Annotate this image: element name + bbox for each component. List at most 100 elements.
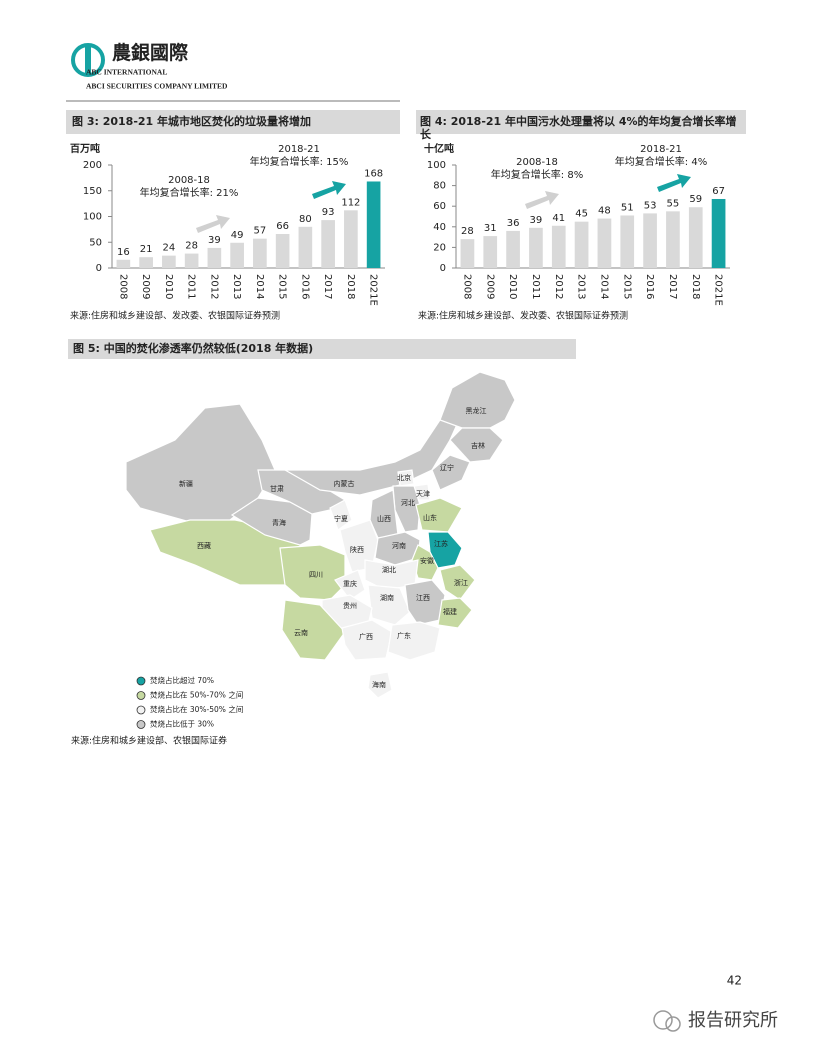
x-tick-label: 2012 xyxy=(208,274,219,299)
province-area xyxy=(329,499,353,531)
province-label: 广西 xyxy=(359,632,373,641)
bar xyxy=(688,207,703,268)
y-tick-label: 150 xyxy=(83,186,102,197)
y-tick-label: 0 xyxy=(96,263,102,274)
province-area xyxy=(439,371,516,429)
annotation: 年均复合增长率: 15% xyxy=(250,155,349,168)
province-area xyxy=(439,564,476,601)
bar xyxy=(666,211,680,268)
x-tick-label: 2018 xyxy=(690,274,701,299)
y-tick-label: 60 xyxy=(433,201,446,212)
province-label: 湖北 xyxy=(382,565,396,574)
value-label: 28 xyxy=(461,226,474,237)
value-label: 21 xyxy=(140,244,153,255)
legend-label: 焚烧占比超过 70% xyxy=(150,675,214,685)
province-label: 广东 xyxy=(397,631,411,640)
watermark-icon xyxy=(653,1010,673,1030)
figure-title-band xyxy=(66,110,400,134)
legend-swatch xyxy=(136,691,146,700)
trend-arrow xyxy=(312,181,346,199)
annotation: 2008-18 xyxy=(516,157,558,168)
x-tick-label: 2012 xyxy=(553,274,564,299)
value-label: 39 xyxy=(530,215,543,226)
province-label: 宁夏 xyxy=(334,514,348,523)
trend-arrow xyxy=(525,191,559,209)
x-tick-label: 2009 xyxy=(484,274,495,299)
annotation: 2008-18 xyxy=(168,175,210,186)
province-area xyxy=(397,469,415,487)
bar xyxy=(529,227,543,268)
province-label: 北京 xyxy=(397,473,411,482)
trend-arrow xyxy=(196,215,230,233)
province-area xyxy=(341,619,393,661)
figure-title-band xyxy=(68,339,576,359)
province-label: 吉林 xyxy=(471,441,485,450)
bar xyxy=(184,253,199,268)
value-label: 66 xyxy=(276,221,289,232)
logo-text: 農銀國際 xyxy=(112,41,189,64)
figure-title: 图 3: 2018-21 年城市地区焚化的垃圾量将增加 xyxy=(72,114,311,128)
province-area xyxy=(437,597,473,629)
legend-label: 焚烧占比在 30%-50% 之间 xyxy=(150,704,243,714)
x-tick-label: 2011 xyxy=(530,274,541,299)
bar xyxy=(116,259,131,268)
province-label: 福建 xyxy=(443,607,457,616)
province-label: 陕西 xyxy=(350,545,364,554)
bar xyxy=(298,226,313,268)
value-label: 48 xyxy=(598,206,611,217)
page-number: 42 xyxy=(727,974,742,988)
x-tick-label: 2014 xyxy=(254,274,265,299)
bar xyxy=(253,238,267,268)
value-label: 16 xyxy=(117,247,130,258)
bar xyxy=(597,218,612,268)
value-label: 112 xyxy=(341,197,360,208)
value-label: 55 xyxy=(667,198,680,209)
bar xyxy=(366,181,381,268)
value-label: 49 xyxy=(231,230,244,241)
y-tick-label: 20 xyxy=(433,242,446,253)
y-tick-label: 40 xyxy=(433,222,446,233)
value-label: 93 xyxy=(322,207,335,218)
x-tick-label: 2015 xyxy=(621,274,632,299)
value-label: 39 xyxy=(208,235,221,246)
x-tick-label: 2017 xyxy=(667,274,678,299)
province-label: 重庆 xyxy=(343,579,357,588)
province-area xyxy=(279,544,346,601)
province-label: 河北 xyxy=(401,499,415,507)
province-area xyxy=(415,497,463,533)
bar xyxy=(574,221,589,268)
annotation: 2018-21 xyxy=(278,144,320,155)
bar xyxy=(643,213,657,268)
annotation: 2018-21 xyxy=(640,144,682,155)
value-label: 45 xyxy=(575,209,588,220)
province-area xyxy=(387,621,441,661)
annotation: 年均复合增长率: 8% xyxy=(491,168,583,181)
y-tick-label: 100 xyxy=(83,212,102,223)
x-tick-label: 2018 xyxy=(345,274,356,299)
bar xyxy=(162,255,176,268)
x-tick-label: 2011 xyxy=(186,274,197,299)
watermark-text: 报告研究所 xyxy=(688,1010,778,1031)
trend-arrow xyxy=(657,174,691,192)
legend-label: 焚烧占比低于 30% xyxy=(150,719,214,729)
value-label: 36 xyxy=(507,218,520,229)
bar xyxy=(207,247,222,268)
bar xyxy=(620,215,635,268)
province-area xyxy=(367,671,393,699)
province-label: 甘肃 xyxy=(270,484,284,493)
source-note: 来源:住房和城乡建设部、发改委、农银国际证券预测 xyxy=(418,310,628,322)
value-label: 67 xyxy=(712,186,725,197)
bar xyxy=(344,210,358,268)
bar xyxy=(711,198,726,268)
value-label: 24 xyxy=(163,243,176,254)
province-label: 浙江 xyxy=(454,578,468,587)
bar xyxy=(139,257,153,268)
y-tick-label: 200 xyxy=(83,160,102,171)
value-label: 41 xyxy=(552,213,565,224)
y-axis-unit: 百万吨 xyxy=(70,142,100,155)
value-label: 28 xyxy=(185,241,198,252)
